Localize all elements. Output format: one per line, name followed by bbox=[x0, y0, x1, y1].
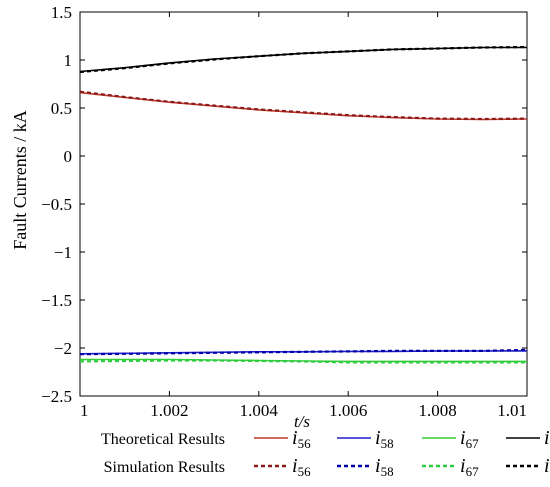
labels-layer: Fault Currents / kA t/s bbox=[10, 110, 310, 431]
x-tick-label: 1.008 bbox=[418, 401, 456, 420]
plot-frame bbox=[79, 11, 528, 397]
series-line-i67-simulation bbox=[79, 359, 527, 364]
y-tick-label: 0 bbox=[64, 147, 73, 166]
legend-label-i58: i58 bbox=[375, 427, 394, 451]
series-layer bbox=[79, 45, 528, 364]
series-line-i56-simulation bbox=[79, 90, 528, 121]
x-tick-label: 1.004 bbox=[240, 401, 279, 420]
y-tick-label: 0.5 bbox=[51, 99, 72, 118]
y-tick-label: −1.5 bbox=[41, 291, 72, 310]
x-axis-label: t/s bbox=[294, 412, 310, 431]
y-tick-label: −1 bbox=[54, 243, 72, 262]
y-tick-label: −2 bbox=[54, 339, 72, 358]
y-axis-label: Fault Currents / kA bbox=[10, 110, 30, 250]
legend-label-i56: i56 bbox=[292, 455, 311, 479]
series-line-i67-theoretical bbox=[80, 358, 527, 363]
legend-label-i78: i78 bbox=[544, 427, 550, 451]
y-tick-label: 1.5 bbox=[51, 3, 72, 22]
x-tick-label: 1.006 bbox=[329, 401, 367, 420]
y-tick-label: 1 bbox=[64, 51, 73, 70]
legend-label-i58: i58 bbox=[375, 455, 394, 479]
legend: Theoretical Results i56 i58 i67 i78 Simulatio… bbox=[101, 427, 550, 479]
axes-layer: 1.5 1 0.5 0 −0.5 −1 −1.5 −2 −2.5 1 1.002 1.004 1.006… bbox=[41, 3, 528, 420]
x-tick-label: 1.01 bbox=[497, 401, 527, 420]
legend-row-label: Theoretical Results bbox=[101, 431, 225, 448]
y-tick-label: −0.5 bbox=[41, 195, 72, 214]
series-line-i78-simulation bbox=[79, 45, 528, 74]
legend-row-label: Simulation Results bbox=[104, 459, 225, 476]
y-tick-label: −2.5 bbox=[41, 387, 72, 406]
series-line-i56-theoretical bbox=[79, 91, 528, 121]
legend-label-i67: i67 bbox=[460, 455, 479, 479]
series-line-i78-theoretical bbox=[79, 46, 527, 73]
x-tick-label: 1 bbox=[80, 401, 89, 420]
legend-label-i78: i78 bbox=[544, 455, 550, 479]
legend-label-i67: i67 bbox=[460, 427, 479, 451]
series-line-i58-simulation bbox=[79, 348, 528, 356]
x-tick-label: 1.002 bbox=[150, 401, 188, 420]
